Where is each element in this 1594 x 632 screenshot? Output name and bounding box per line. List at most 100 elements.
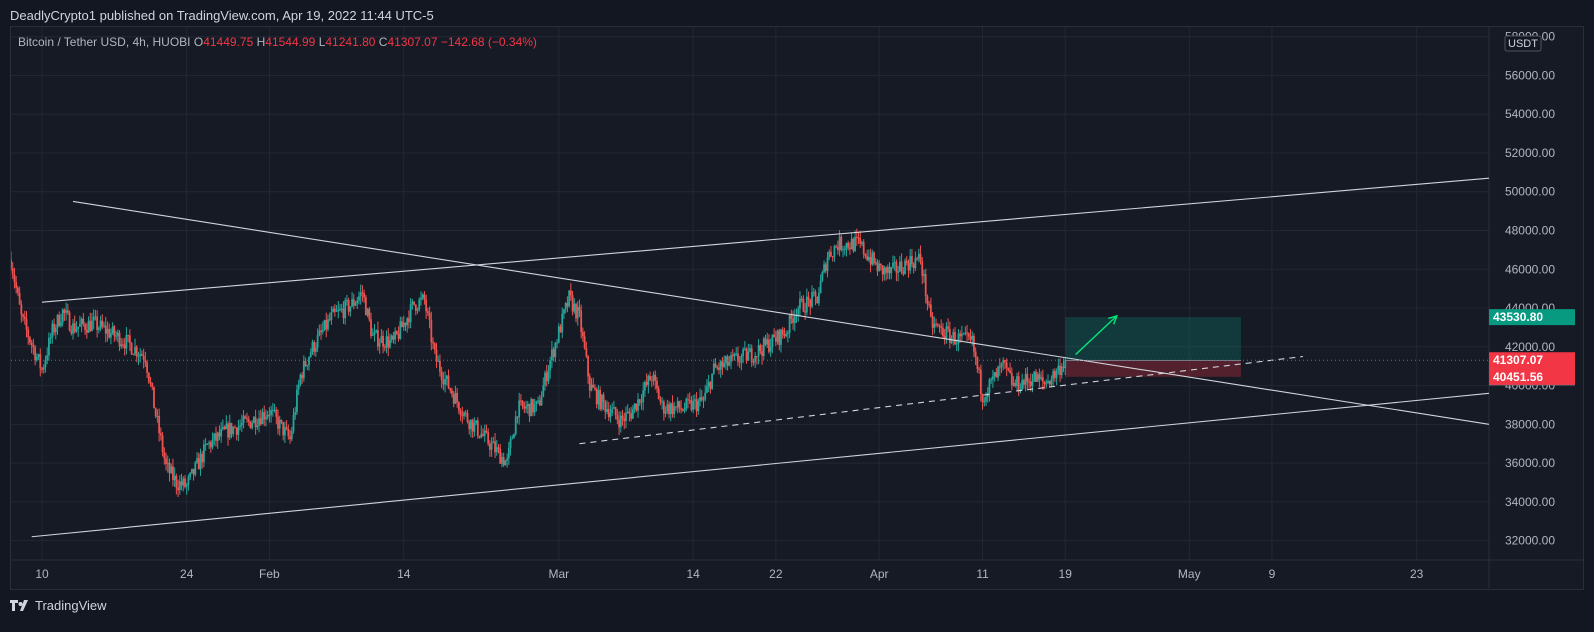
candle-body — [425, 299, 428, 312]
candle-body — [397, 333, 400, 339]
price-label-text: 41307.07 — [1493, 353, 1543, 367]
candle-body — [867, 257, 870, 261]
candle-body — [528, 403, 531, 417]
candle-body — [773, 334, 776, 338]
candle-body — [924, 274, 927, 297]
candle-body — [888, 267, 891, 274]
candle-body — [246, 418, 248, 420]
candle-body — [110, 333, 112, 338]
candle-body — [564, 303, 567, 310]
candle-body — [919, 253, 922, 262]
candle-body — [223, 426, 226, 429]
candle-body — [909, 256, 912, 271]
candle-body — [714, 363, 717, 368]
candle-body — [230, 423, 233, 435]
candle-body — [395, 331, 398, 334]
candle-body — [692, 400, 695, 410]
candle-body — [647, 375, 650, 385]
candle-body — [802, 298, 805, 312]
candle-body — [800, 298, 803, 300]
price-tick-label: 42000.00 — [1505, 340, 1555, 354]
candle-body — [836, 247, 839, 251]
candle-body — [864, 253, 867, 257]
candle-body — [733, 353, 736, 357]
candle-body — [470, 419, 472, 430]
candle-body — [134, 346, 136, 355]
candle-body — [197, 458, 200, 470]
candle-body — [444, 378, 446, 385]
candle-body — [716, 367, 719, 369]
candle-body — [168, 462, 171, 474]
candle-body — [662, 401, 665, 414]
candle-body — [690, 400, 693, 410]
time-tick-label: 23 — [1410, 567, 1424, 581]
price-chart[interactable]: 32000.0034000.0036000.0038000.0040000.00… — [0, 0, 1594, 592]
candle-body — [680, 408, 682, 410]
time-tick-label: Mar — [548, 567, 569, 581]
candle-body — [509, 439, 512, 448]
candle-body — [146, 362, 148, 373]
candle-body — [738, 361, 741, 363]
candle-body — [905, 260, 908, 264]
candle-body — [654, 374, 657, 381]
candle-body — [130, 343, 133, 355]
candle-body — [673, 406, 676, 415]
candle-body — [952, 332, 955, 339]
candle-body — [137, 355, 140, 357]
candle-body — [869, 257, 872, 265]
candle-body — [754, 356, 757, 362]
candle-body — [568, 290, 571, 307]
candle-body — [375, 330, 378, 332]
target-zone — [1065, 317, 1241, 361]
candle-body — [538, 400, 541, 406]
candle-body — [711, 373, 714, 389]
symbol-label[interactable]: Bitcoin / Tether USD, 4h, HUOBI — [18, 35, 191, 49]
candle-body — [731, 355, 734, 357]
trendline — [41, 177, 1489, 303]
candle-body — [1038, 374, 1041, 379]
candle-body — [514, 416, 517, 435]
candle-body — [709, 382, 712, 389]
candle-body — [969, 336, 972, 340]
candle-body — [196, 458, 198, 463]
candle-body — [426, 311, 429, 313]
candle-body — [232, 427, 235, 435]
candle-body — [127, 335, 130, 337]
tradingview-logo[interactable]: TradingView — [10, 598, 107, 613]
candle-body — [447, 375, 450, 389]
candle-body — [1045, 383, 1048, 385]
candle-body — [163, 452, 166, 459]
candle-body — [786, 332, 789, 334]
candle-body — [833, 246, 836, 257]
candle-body — [34, 347, 37, 361]
candle-body — [18, 292, 21, 305]
candle-body — [451, 390, 453, 395]
candle-body — [116, 332, 119, 336]
candle-body — [719, 361, 722, 370]
candle-body — [315, 347, 317, 352]
candle-body — [542, 385, 545, 397]
candle-body — [644, 381, 646, 391]
candle-body — [371, 334, 374, 336]
candle-body — [945, 326, 948, 339]
candle-body — [1057, 365, 1060, 371]
candle-body — [616, 415, 619, 420]
candle-body — [1012, 382, 1015, 386]
candle-body — [819, 280, 822, 294]
candle-body — [349, 306, 352, 312]
candle-body — [535, 400, 538, 405]
price-label-box — [1489, 368, 1575, 385]
candle-body — [333, 308, 336, 312]
candle-body — [442, 380, 445, 385]
candle-body — [902, 271, 905, 275]
candle-body — [475, 420, 478, 424]
candle-body — [592, 384, 595, 388]
candle-body — [823, 264, 825, 273]
candle-body — [421, 294, 424, 298]
price-tick-label: 48000.00 — [1505, 224, 1555, 238]
candle-body — [790, 315, 793, 319]
candle-body — [411, 301, 414, 304]
candle-body — [747, 351, 750, 361]
candle-body — [32, 345, 35, 348]
candle-body — [960, 333, 963, 337]
